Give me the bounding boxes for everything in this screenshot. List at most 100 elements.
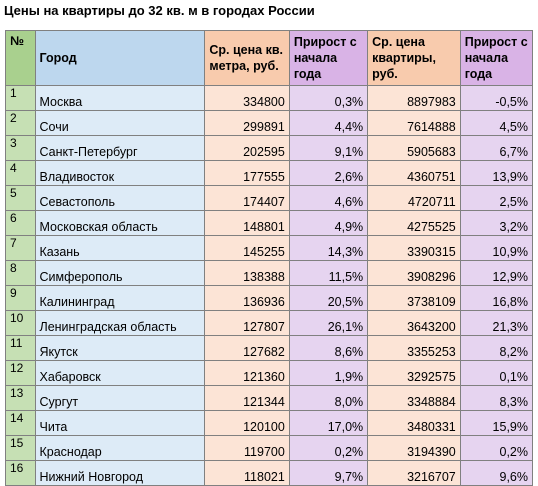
price-sqm-cell: 121360 [204,360,290,386]
growth-apt-cell: 0,1% [459,360,534,386]
row-num: 5 [5,185,36,211]
header-row: № Город Ср. цена кв. метра, руб. Прирост… [5,30,534,86]
growth-sqm-cell: 20,5% [288,285,369,311]
growth-sqm-cell: 0,2% [288,435,369,461]
growth-apt-cell: 3,2% [459,210,534,236]
growth-apt-cell: -0,5% [459,85,534,111]
row-num: 16 [5,460,36,486]
growth-sqm-cell: 11,5% [288,260,369,286]
growth-apt-cell: 13,9% [459,160,534,186]
table-row: 12 Хабаровск 121360 1,9% 3292575 0,1% [5,360,534,386]
growth-sqm-cell: 2,6% [288,160,369,186]
table-row: 8 Симферополь 138388 11,5% 3908296 12,9% [5,260,534,286]
table-row: 13 Сургут 121344 8,0% 3348884 8,3% [5,385,534,411]
city-cell: Нижний Новгород [34,460,206,486]
city-cell: Чита [34,410,206,436]
row-num: 12 [5,360,36,386]
growth-apt-cell: 21,3% [459,310,534,336]
row-num: 14 [5,410,36,436]
table-row: 5 Севастополь 174407 4,6% 4720711 2,5% [5,185,534,211]
price-sqm-cell: 119700 [204,435,290,461]
price-sqm-cell: 177555 [204,160,290,186]
row-num: 10 [5,310,36,336]
table-row: 11 Якутск 127682 8,6% 3355253 8,2% [5,335,534,361]
table-row: 3 Санкт-Петербург 202595 9,1% 5905683 6,7% [5,135,534,161]
row-num: 8 [5,260,36,286]
growth-apt-cell: 16,8% [459,285,534,311]
row-num: 2 [5,110,36,136]
price-apt-cell: 3292575 [367,360,461,386]
city-cell: Ленинградская область [34,310,206,336]
price-sqm-cell: 121344 [204,385,290,411]
price-apt-cell: 3194390 [367,435,461,461]
price-apt-cell: 5905683 [367,135,461,161]
price-apt-cell: 3355253 [367,335,461,361]
growth-apt-cell: 8,3% [459,385,534,411]
growth-apt-cell: 10,9% [459,235,534,261]
price-sqm-cell: 148801 [204,210,290,236]
city-cell: Сургут [34,385,206,411]
city-cell: Казань [34,235,206,261]
city-cell: Якутск [34,335,206,361]
growth-sqm-cell: 9,7% [288,460,369,486]
growth-apt-cell: 4,5% [459,110,534,136]
growth-sqm-cell: 1,9% [288,360,369,386]
price-sqm-cell: 145255 [204,235,290,261]
table-row: 9 Калининград 136936 20,5% 3738109 16,8% [5,285,534,311]
city-cell: Хабаровск [34,360,206,386]
city-cell: Владивосток [34,160,206,186]
price-apt-cell: 3390315 [367,235,461,261]
growth-apt-cell: 9,6% [459,460,534,486]
city-cell: Севастополь [34,185,206,211]
price-sqm-cell: 138388 [204,260,290,286]
table-row: 16 Нижний Новгород 118021 9,7% 3216707 9,6% [5,460,534,486]
city-cell: Симферополь [34,260,206,286]
price-sqm-cell: 118021 [204,460,290,486]
page-title: Цены на квартиры до 32 кв. м в городах Р… [4,3,315,18]
table-row: 7 Казань 145255 14,3% 3390315 10,9% [5,235,534,261]
city-cell: Московская область [34,210,206,236]
price-sqm-cell: 334800 [204,85,290,111]
row-num: 6 [5,210,36,236]
growth-sqm-cell: 4,6% [288,185,369,211]
growth-sqm-cell: 8,6% [288,335,369,361]
price-sqm-cell: 127682 [204,335,290,361]
header-city: Город [34,30,206,86]
price-apt-cell: 7614888 [367,110,461,136]
row-num: 3 [5,135,36,161]
header-growth-apt: Прирост с начала года [459,30,534,86]
price-sqm-cell: 202595 [204,135,290,161]
row-num: 13 [5,385,36,411]
price-sqm-cell: 120100 [204,410,290,436]
city-cell: Сочи [34,110,206,136]
price-apt-cell: 3643200 [367,310,461,336]
price-apt-cell: 3348884 [367,385,461,411]
growth-sqm-cell: 14,3% [288,235,369,261]
table-row: 1 Москва 334800 0,3% 8897983 -0,5% [5,85,534,111]
row-num: 11 [5,335,36,361]
growth-sqm-cell: 4,9% [288,210,369,236]
price-apt-cell: 4275525 [367,210,461,236]
row-num: 1 [5,85,36,111]
price-sqm-cell: 136936 [204,285,290,311]
table-row: 2 Сочи 299891 4,4% 7614888 4,5% [5,110,534,136]
price-apt-cell: 3738109 [367,285,461,311]
growth-sqm-cell: 4,4% [288,110,369,136]
growth-sqm-cell: 9,1% [288,135,369,161]
price-apt-cell: 4720711 [367,185,461,211]
header-price-sqm: Ср. цена кв. метра, руб. [204,30,290,86]
growth-apt-cell: 12,9% [459,260,534,286]
header-growth-sqm: Прирост с начала года [288,30,369,86]
price-sqm-cell: 127807 [204,310,290,336]
growth-sqm-cell: 8,0% [288,385,369,411]
price-apt-cell: 3216707 [367,460,461,486]
price-apt-cell: 8897983 [367,85,461,111]
growth-sqm-cell: 0,3% [288,85,369,111]
growth-apt-cell: 0,2% [459,435,534,461]
price-sqm-cell: 174407 [204,185,290,211]
price-apt-cell: 3908296 [367,260,461,286]
city-cell: Калининград [34,285,206,311]
price-apt-cell: 3480331 [367,410,461,436]
row-num: 7 [5,235,36,261]
row-num: 15 [5,435,36,461]
